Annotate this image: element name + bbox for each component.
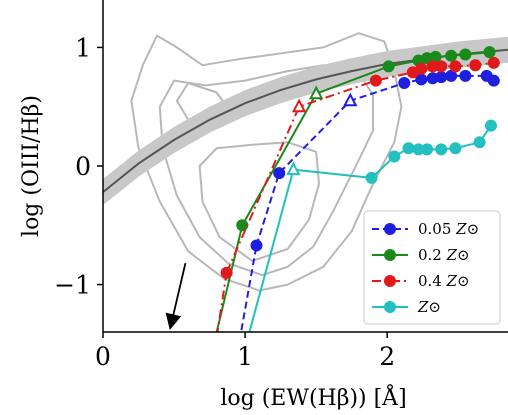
- series-0-point-1: [273, 167, 286, 180]
- series-2-point-0: [220, 266, 233, 279]
- y-tick-label-0: 1: [75, 33, 91, 62]
- y-tick-label-1: 0: [75, 152, 91, 181]
- legend-marker-1: [384, 249, 396, 261]
- x-tick-label-2: 2: [379, 342, 395, 371]
- series-1-point-6: [445, 49, 458, 62]
- series-3-point-7: [449, 142, 462, 155]
- series-2-point-6: [435, 60, 448, 73]
- series-0-line: [255, 74, 495, 246]
- series-2-point-2: [369, 74, 382, 87]
- series-2: [216, 56, 500, 332]
- series-2-point-4: [415, 62, 428, 75]
- series-0-point-7: [445, 69, 458, 82]
- legend-label-symbol-1: Z⊙: [446, 246, 470, 264]
- series-0-point-2: [343, 92, 358, 107]
- y-axis-label: log (OIII/Hβ): [19, 95, 44, 237]
- legend-box: [363, 210, 501, 325]
- series-0-point-8: [459, 69, 472, 82]
- series-0-point-6: [435, 71, 448, 84]
- series-2-point-7: [449, 60, 462, 73]
- series-3-point-1: [365, 171, 378, 184]
- legend-label-value-1: 0.2: [418, 246, 447, 264]
- contour-middle: [158, 64, 374, 277]
- series-3-point-9: [484, 119, 497, 132]
- series-3-point-2: [388, 150, 401, 163]
- series-0-point-10: [487, 74, 500, 87]
- series-0-point-0: [250, 239, 263, 252]
- legend-label-value-2: 0.4: [418, 272, 447, 290]
- y-tick-label-2: −1: [54, 271, 91, 300]
- series-2-extension: [216, 272, 228, 332]
- series-1-point-1: [309, 85, 324, 100]
- series-3-point-3: [402, 142, 415, 155]
- arrow-shaft: [172, 263, 187, 315]
- series-0-point-3: [398, 77, 411, 89]
- series-0-point-4: [415, 73, 428, 86]
- series-1-point-0: [236, 219, 249, 232]
- legend-label-symbol-3: Z⊙: [417, 298, 441, 316]
- arrow-head: [165, 312, 182, 330]
- series-3-extension: [248, 169, 295, 332]
- series-3-point-6: [435, 143, 448, 156]
- legend-marker-2: [384, 275, 396, 287]
- legend-marker-0: [384, 223, 396, 235]
- legend-label-2: 0.4 Z⊙: [418, 272, 470, 290]
- x-tick-label-1: 1: [237, 342, 253, 371]
- series-0: [240, 69, 500, 332]
- series-3: [248, 119, 497, 332]
- x-axis-label: log (EW(Hβ)) [Å]: [220, 383, 406, 411]
- series-1-point-7: [459, 48, 472, 61]
- series-3-point-0: [286, 161, 301, 176]
- series-3-point-8: [473, 136, 486, 149]
- series-3-point-4: [412, 143, 425, 156]
- series-1-point-2: [382, 60, 395, 73]
- series-2-point-5: [426, 60, 439, 73]
- series-2-point-8: [469, 59, 482, 72]
- legend-label-0: 0.05 Z⊙: [418, 220, 479, 238]
- x-tick-label-0: 0: [95, 342, 111, 371]
- series-2-point-1: [291, 98, 307, 113]
- legend-label-symbol-2: Z⊙: [446, 272, 470, 290]
- legend-label-3: Z⊙: [417, 298, 441, 316]
- legend-label-symbol-0: Z⊙: [455, 220, 479, 238]
- series-1: [215, 46, 496, 332]
- contour-inner: [198, 141, 320, 262]
- legend-label-value-0: 0.05: [418, 220, 456, 238]
- series-3-point-5: [421, 143, 433, 156]
- legend-label-1: 0.2 Z⊙: [418, 246, 470, 264]
- series-1-point-5: [429, 50, 442, 63]
- series-1-point-8: [483, 46, 496, 59]
- legend-marker-3: [384, 301, 396, 313]
- series-2-point-9: [487, 56, 500, 69]
